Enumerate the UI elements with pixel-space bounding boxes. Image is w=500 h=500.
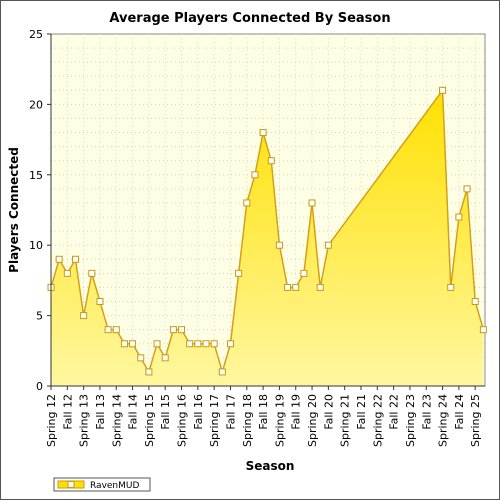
data-point-marker — [439, 86, 447, 94]
x-tick-label: Spring 14 — [110, 394, 123, 447]
x-tick-label: Spring 22 — [371, 394, 384, 447]
data-point-marker — [178, 326, 186, 334]
data-point-marker — [226, 340, 234, 348]
data-point-marker — [308, 199, 316, 207]
data-point-marker — [96, 298, 104, 306]
data-point-marker — [153, 340, 161, 348]
legend-marker — [67, 481, 75, 488]
x-tick-label: Spring 16 — [176, 394, 189, 447]
x-tick-label: Spring 18 — [241, 394, 254, 447]
y-tick-label: 15 — [29, 169, 43, 182]
x-tick-label: Spring 17 — [208, 394, 221, 447]
y-tick-label: 5 — [36, 310, 43, 323]
x-tick-label: Spring 12 — [45, 394, 58, 447]
data-point-marker — [169, 326, 177, 334]
data-point-marker — [137, 354, 145, 362]
x-tick-label: Fall 18 — [257, 394, 270, 430]
x-axis-title: Season — [246, 459, 295, 473]
data-point-marker — [202, 340, 210, 348]
data-point-marker — [88, 269, 96, 277]
data-point-marker — [194, 340, 202, 348]
data-point-marker — [120, 340, 128, 348]
data-point-marker — [251, 171, 259, 179]
marker-layer — [47, 86, 487, 376]
series-area-ravenmud — [51, 90, 484, 386]
legend-label: RavenMUD — [90, 481, 139, 491]
data-point-marker — [455, 213, 463, 221]
data-point-marker — [447, 283, 455, 291]
data-point-marker — [235, 269, 243, 277]
legend: RavenMUD — [53, 477, 151, 492]
x-tick-label: Spring 24 — [437, 394, 450, 447]
data-point-marker — [104, 326, 112, 334]
x-tick-label: Fall 19 — [290, 394, 303, 430]
data-point-marker — [161, 354, 169, 362]
x-tick-label: Spring 21 — [339, 394, 352, 447]
data-point-marker — [316, 283, 324, 291]
x-tick-label: Fall 24 — [453, 394, 466, 430]
y-tick-label: 25 — [29, 28, 43, 41]
data-point-marker — [471, 298, 479, 306]
y-tick-label: 20 — [29, 98, 43, 111]
data-point-marker — [275, 241, 283, 249]
y-axis-title: Players Connected — [7, 147, 21, 273]
x-tick-label: Fall 12 — [61, 394, 74, 430]
x-tick-label: Spring 20 — [306, 394, 319, 447]
data-point-marker — [324, 241, 332, 249]
data-point-marker — [292, 283, 300, 291]
x-tick-label: Spring 19 — [273, 394, 286, 447]
data-point-marker — [479, 326, 487, 334]
data-point-marker — [55, 255, 63, 263]
data-point-marker — [463, 185, 471, 193]
data-point-marker — [186, 340, 194, 348]
x-tick-label: Spring 13 — [78, 394, 91, 447]
data-point-marker — [300, 269, 308, 277]
data-point-marker — [267, 157, 275, 165]
x-tick-label: Fall 14 — [127, 394, 140, 430]
x-tick-label: Spring 23 — [404, 394, 417, 447]
chart-title: Average Players Connected By Season — [109, 11, 390, 26]
x-tick-label: Fall 20 — [322, 394, 335, 430]
x-tick-label: Spring 25 — [469, 394, 482, 447]
data-point-marker — [259, 129, 267, 137]
data-point-marker — [145, 368, 153, 376]
data-point-marker — [218, 368, 226, 376]
y-tick-label: 0 — [36, 380, 43, 393]
data-point-marker — [112, 326, 120, 334]
x-tick-label: Fall 17 — [224, 394, 237, 430]
data-point-marker — [63, 269, 71, 277]
data-point-marker — [210, 340, 218, 348]
data-point-marker — [129, 340, 137, 348]
x-tick-label: Spring 15 — [143, 394, 156, 447]
x-tick-label: Fall 16 — [192, 394, 205, 430]
data-point-marker — [80, 312, 88, 320]
x-tick-label: Fall 22 — [388, 394, 401, 430]
data-point-marker — [284, 283, 292, 291]
data-point-marker — [71, 255, 79, 263]
x-tick-label: Fall 23 — [420, 394, 433, 430]
x-tick-label: Fall 21 — [355, 394, 368, 430]
x-tick-label: Fall 13 — [94, 394, 107, 430]
x-tick-label: Fall 15 — [159, 394, 172, 430]
y-tick-label: 10 — [29, 239, 43, 252]
data-point-marker — [243, 199, 251, 207]
